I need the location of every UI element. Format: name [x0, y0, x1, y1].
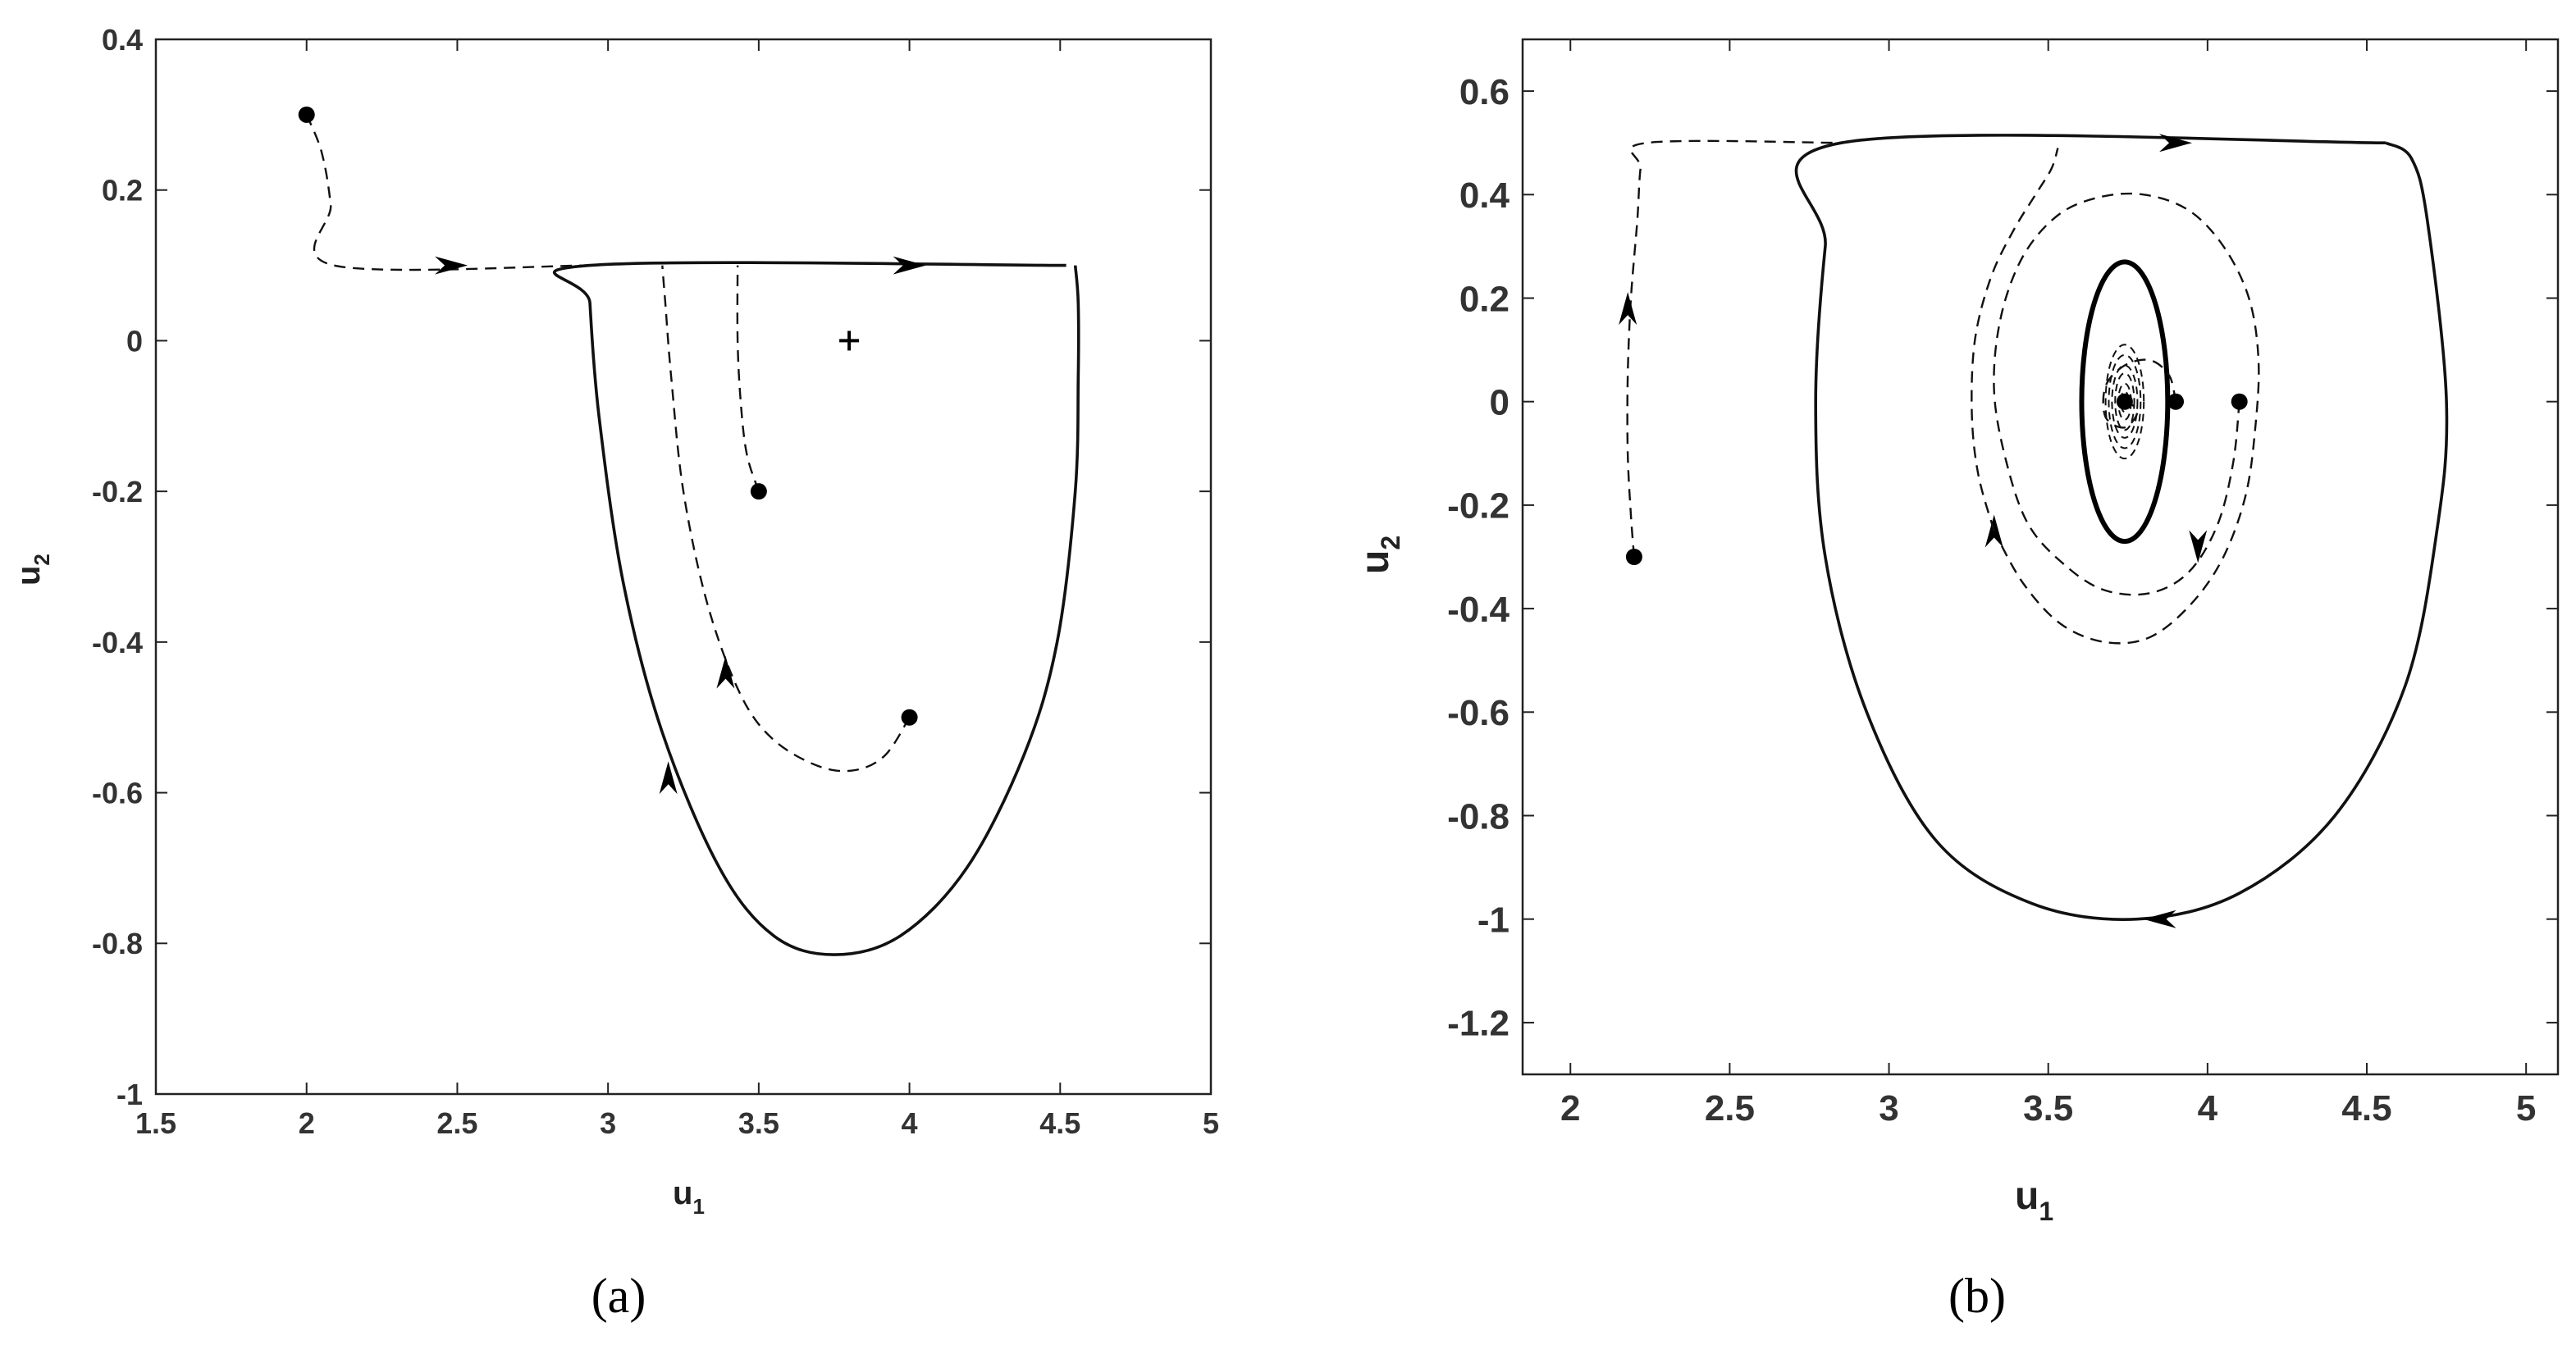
panel-b-xtick-label: 2 — [1560, 1088, 1580, 1128]
panel-a-ytick-label: 0.2 — [102, 174, 143, 207]
panel-a-arrow-right — [893, 256, 926, 275]
panel-b-ytick-label: -0.2 — [1447, 486, 1510, 527]
panel-a-initial-point — [298, 106, 315, 123]
panel-a-ytick-label: -0.4 — [92, 626, 143, 659]
panel-a-trajectory-1 — [305, 114, 591, 271]
panel-a-xtick-label: 2 — [299, 1106, 315, 1140]
panel-a-arrow-right — [435, 256, 468, 275]
panel-a-arrow-up — [716, 655, 735, 689]
panel-b-ytick-label: -0.4 — [1447, 590, 1510, 630]
panel-b-spiral-ring-2 — [2111, 364, 2139, 439]
panel-a: 1.5 2 2.5 3 3.5 4 4.5 5 0.4 0.2 0 -0.2 -0.4 -0.6 -0.8 -… — [11, 23, 1219, 1323]
panel-b: 2 2.5 3 3.5 4 4.5 5 0.6 0.4 0.2 0 -0.2 -0.4 -0.6 -0.8 -… — [1354, 38, 2560, 1323]
panel-a-ytick-label: -0.2 — [92, 475, 143, 508]
panel-b-trajectory-2 — [1971, 148, 2059, 531]
panel-b-xtick-label: 3.5 — [2023, 1088, 2073, 1128]
panel-b-arrow-up — [1619, 292, 1637, 326]
panel-b-xtick-label: 3 — [1879, 1088, 1898, 1128]
panel-b-trajectory-3 — [2102, 358, 2177, 429]
panel-b-xtick-label: 4.5 — [2341, 1088, 2391, 1128]
panel-a-ytick-label: 0 — [126, 324, 143, 358]
panel-a-xtick-label: 2.5 — [436, 1106, 477, 1140]
panel-b-ytick-label: -1 — [1478, 900, 1510, 941]
panel-b-spiral-ring-0 — [2104, 344, 2145, 460]
panel-a-arrow-up — [659, 761, 678, 795]
panel-b-ytick-label: -0.6 — [1447, 693, 1510, 733]
panel-b-ytick-label: 0.6 — [1459, 72, 1510, 112]
panel-a-trajectory-0 — [552, 261, 1080, 956]
panel-b-arrow-left — [2143, 910, 2176, 928]
panel-b-ytick-label: -0.8 — [1447, 796, 1510, 837]
panel-b-caption: (b) — [1948, 1269, 2006, 1323]
panel-a-ytick-label: -0.6 — [92, 777, 143, 810]
panel-b-ytick-label: 0.4 — [1459, 176, 1510, 216]
panel-a-initial-point — [901, 709, 918, 726]
panel-b-ytick-label: -1.2 — [1447, 1004, 1510, 1044]
panel-b-spiral-ring-1 — [2108, 353, 2142, 449]
panel-b-trajectory-0 — [1626, 139, 1842, 558]
panel-a-trajectory-2 — [661, 265, 911, 773]
panel-b-trajectory-outer — [1794, 134, 2449, 921]
panel-b-trajectory-1 — [1993, 192, 2260, 645]
panel-a-xtick-label: 1.5 — [135, 1106, 176, 1140]
panel-a-xtick-label: 4 — [902, 1106, 918, 1140]
panel-b-center-point — [2117, 394, 2132, 409]
panel-a-ylabel: u2 — [11, 554, 54, 586]
panel-b-xtick-label: 4 — [2198, 1088, 2218, 1128]
panel-a-xtick-label: 4.5 — [1039, 1106, 1080, 1140]
panel-b-plot-area — [1521, 38, 2560, 1076]
panel-b-initial-point — [1625, 549, 1642, 565]
panel-a-xtick-label: 5 — [1203, 1106, 1219, 1140]
panel-a-ytick-label: 0.4 — [102, 23, 143, 57]
panel-b-arrow-up — [1985, 514, 2003, 548]
panel-a-xtick-label: 3 — [600, 1106, 616, 1140]
panel-b-initial-point — [2231, 393, 2248, 410]
panel-a-ytick-label: -1 — [116, 1078, 143, 1111]
panel-a-ytick-label: -0.8 — [92, 927, 143, 960]
panel-a-trajectory-3 — [736, 265, 760, 492]
panel-a-xtick-label: 3.5 — [738, 1106, 779, 1140]
panel-b-arrow-right — [2159, 134, 2193, 153]
panel-b-arrow-down — [2189, 530, 2208, 563]
panel-b-ytick-label: 0.2 — [1459, 279, 1510, 319]
panel-b-initial-point — [2167, 393, 2185, 410]
panel-b-xtick-label: 5 — [2516, 1088, 2536, 1128]
panel-b-ytick-label: 0 — [1490, 383, 1510, 423]
panel-b-spiral-ring-3 — [2114, 372, 2135, 431]
panel-b-ylabel: u2 — [1354, 536, 1405, 574]
panel-a-xlabel: u1 — [673, 1175, 705, 1219]
panel-b-xlabel: u1 — [2015, 1174, 2053, 1226]
panel-a-initial-point — [750, 483, 767, 500]
panel-a-plot-area — [154, 38, 1213, 1096]
panel-a-caption: (a) — [591, 1269, 646, 1323]
panel-b-xtick-label: 2.5 — [1705, 1088, 1755, 1128]
